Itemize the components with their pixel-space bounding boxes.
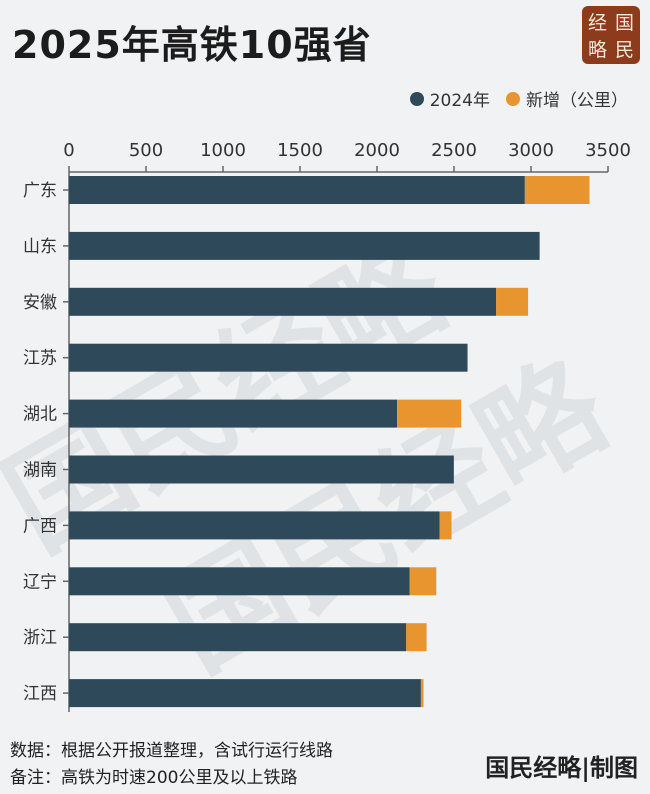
x-tick-label: 3000: [508, 140, 554, 161]
page-title: 2025年高铁10强省: [12, 23, 372, 67]
category-label: 辽宁: [23, 572, 57, 592]
legend: 2024年 新增（公里）: [409, 86, 628, 111]
remark-note: 备注：高铁为时速200公里及以上铁路: [10, 768, 298, 788]
bar-2024: [69, 679, 421, 708]
legend-item-new: 新增（公里）: [506, 86, 628, 111]
legend-dot: [409, 91, 424, 106]
category-label: 广东: [23, 181, 57, 201]
source-note: 数据：根据公开报道整理，含试行运行线路: [10, 741, 333, 761]
bar-new: [439, 511, 452, 540]
bar-new: [406, 623, 427, 652]
x-tick-label: 500: [129, 140, 163, 161]
signature: 国民经略|制图: [485, 753, 638, 782]
logo: 经 国 略 民: [582, 6, 640, 64]
bar-new: [409, 567, 437, 596]
category-label: 湖北: [23, 405, 57, 425]
category-label: 山东: [23, 237, 57, 257]
logo-char: 民: [614, 39, 634, 61]
x-tick-label: 2000: [354, 140, 400, 161]
legend-dot: [506, 91, 520, 106]
logo-char: 经: [587, 12, 607, 34]
bar-new: [496, 287, 529, 316]
category-label: 浙江: [23, 628, 57, 648]
bar-2024: [69, 231, 540, 260]
category-label: 湖南: [23, 461, 57, 481]
x-tick-label: 1500: [277, 140, 323, 161]
bar-new: [420, 679, 424, 708]
category-label: 江苏: [23, 349, 57, 369]
bar-2024: [69, 455, 454, 484]
legend-label: 2024年: [429, 91, 490, 111]
bar-2024: [69, 343, 468, 372]
legend-item-2024: 2024年: [409, 86, 490, 111]
category-label: 安徽: [23, 293, 57, 313]
bar-2024: [69, 399, 398, 428]
x-tick-label: 0: [63, 140, 74, 161]
logo-char: 略: [587, 39, 607, 61]
legend-label: 新增（公里）: [526, 91, 628, 111]
category-label: 广西: [23, 516, 57, 536]
bar-2024: [69, 176, 525, 204]
bar-2024: [69, 287, 497, 316]
category-label: 江西: [23, 684, 57, 704]
bar-chart: 0 500 1000 1500 2000 2500 3000 3500 广东山东安徽江苏湖北湖南…: [23, 140, 631, 712]
x-tick-label: 3500: [585, 140, 631, 161]
bar-new: [397, 399, 462, 428]
x-tick-label: 1000: [200, 140, 246, 161]
bar-2024: [69, 511, 440, 540]
x-tick-label: 2500: [431, 140, 477, 161]
bar-2024: [69, 567, 410, 596]
bar-new: [524, 176, 590, 204]
bar-2024: [69, 623, 407, 652]
logo-char: 国: [614, 12, 634, 34]
